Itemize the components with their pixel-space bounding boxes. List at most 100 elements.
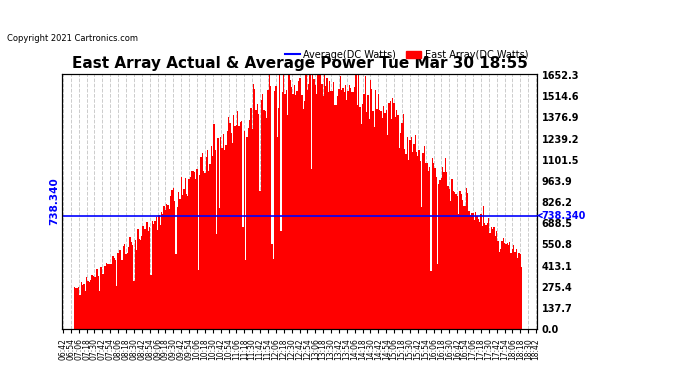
- Bar: [111, 264, 112, 329]
- Bar: [460, 194, 462, 329]
- Bar: [193, 171, 194, 329]
- Bar: [94, 277, 95, 329]
- Bar: [338, 89, 339, 329]
- Bar: [487, 224, 488, 329]
- Bar: [74, 287, 75, 329]
- Bar: [83, 284, 85, 329]
- Bar: [300, 78, 302, 329]
- Bar: [333, 82, 335, 329]
- Bar: [446, 172, 447, 329]
- Bar: [207, 150, 208, 329]
- Bar: [259, 191, 261, 329]
- Bar: [438, 184, 440, 329]
- Title: East Array Actual & Average Power Tue Mar 30 18:55: East Array Actual & Average Power Tue Ma…: [72, 56, 527, 71]
- Bar: [186, 194, 187, 329]
- Bar: [195, 179, 197, 329]
- Bar: [142, 226, 144, 329]
- Bar: [239, 122, 241, 329]
- Bar: [97, 270, 98, 329]
- Bar: [361, 124, 362, 329]
- Bar: [386, 110, 387, 329]
- Bar: [309, 71, 310, 329]
- Bar: [91, 275, 92, 329]
- Bar: [412, 152, 413, 329]
- Bar: [221, 148, 223, 329]
- Bar: [242, 227, 244, 329]
- Bar: [415, 135, 416, 329]
- Bar: [473, 220, 475, 329]
- Bar: [501, 241, 502, 329]
- Bar: [283, 61, 284, 329]
- Bar: [346, 100, 348, 329]
- Bar: [184, 178, 186, 329]
- Bar: [174, 201, 175, 329]
- Bar: [476, 216, 477, 329]
- Bar: [293, 94, 294, 329]
- Bar: [144, 229, 145, 329]
- Bar: [156, 217, 157, 329]
- Bar: [168, 205, 169, 329]
- Bar: [153, 224, 155, 329]
- Bar: [88, 282, 90, 329]
- Bar: [77, 288, 78, 329]
- Bar: [191, 171, 193, 329]
- Bar: [213, 124, 215, 329]
- Bar: [382, 118, 383, 329]
- Bar: [121, 260, 123, 329]
- Bar: [429, 167, 431, 329]
- Bar: [491, 227, 492, 329]
- Bar: [210, 164, 211, 329]
- Bar: [101, 274, 103, 329]
- Y-axis label: 738.340: 738.340: [50, 178, 59, 225]
- Bar: [126, 254, 127, 329]
- Bar: [82, 285, 83, 329]
- Bar: [433, 162, 434, 329]
- Bar: [245, 260, 246, 329]
- Bar: [344, 92, 345, 329]
- Bar: [500, 249, 501, 329]
- Bar: [366, 112, 367, 329]
- Bar: [302, 94, 303, 329]
- Bar: [471, 213, 473, 329]
- Bar: [399, 148, 400, 329]
- Bar: [497, 242, 499, 329]
- Bar: [149, 227, 150, 329]
- Bar: [357, 105, 358, 329]
- Bar: [291, 87, 293, 329]
- Bar: [328, 92, 329, 329]
- Bar: [337, 96, 338, 329]
- Bar: [132, 245, 133, 329]
- Bar: [179, 199, 181, 329]
- Bar: [432, 159, 433, 329]
- Bar: [405, 153, 406, 329]
- Bar: [479, 222, 480, 329]
- Bar: [130, 242, 132, 329]
- Bar: [220, 137, 221, 329]
- Bar: [120, 250, 121, 329]
- Bar: [284, 94, 286, 329]
- Bar: [181, 177, 182, 329]
- Bar: [194, 172, 195, 329]
- Bar: [312, 72, 313, 329]
- Bar: [255, 110, 257, 329]
- Bar: [117, 253, 119, 329]
- Bar: [257, 104, 258, 329]
- Bar: [115, 260, 116, 329]
- Bar: [313, 79, 315, 329]
- Bar: [511, 253, 512, 329]
- Bar: [273, 259, 274, 329]
- Bar: [155, 222, 156, 329]
- Bar: [128, 247, 129, 329]
- Bar: [316, 94, 317, 329]
- Bar: [380, 111, 382, 329]
- Bar: [400, 132, 402, 329]
- Bar: [512, 249, 513, 329]
- Bar: [504, 243, 505, 329]
- Bar: [297, 81, 299, 329]
- Bar: [108, 264, 110, 329]
- Bar: [402, 123, 403, 329]
- Bar: [384, 113, 386, 329]
- Bar: [278, 108, 279, 329]
- Bar: [92, 276, 94, 329]
- Text: Copyright 2021 Cartronics.com: Copyright 2021 Cartronics.com: [7, 34, 138, 43]
